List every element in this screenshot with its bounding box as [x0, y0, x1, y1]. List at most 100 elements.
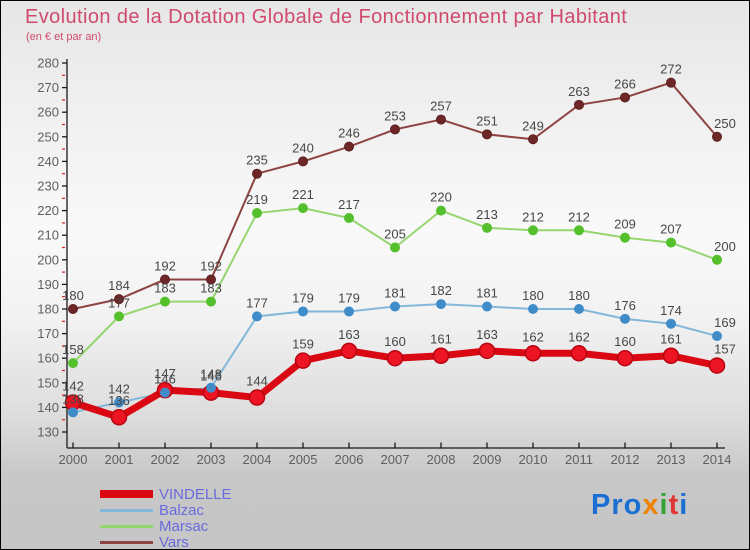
svg-text:246: 246 — [338, 126, 360, 141]
logo-letter: r — [611, 489, 624, 521]
svg-text:181: 181 — [384, 286, 406, 301]
svg-text:160: 160 — [37, 351, 59, 366]
legend-label-marsac: Marsac — [159, 517, 209, 535]
svg-text:200: 200 — [714, 239, 736, 254]
svg-text:2001: 2001 — [105, 452, 134, 467]
logo-letter: t — [668, 489, 680, 521]
svg-text:146: 146 — [200, 369, 222, 384]
svg-text:209: 209 — [614, 217, 636, 232]
svg-text:176: 176 — [614, 298, 636, 313]
svg-text:253: 253 — [384, 108, 406, 123]
legend-label-vars: Vars — [159, 533, 189, 550]
logo-letter: i — [659, 489, 669, 521]
y-axis-ticks: 130 140 150 160 170 180 190 200 210 220 230 240 250 2… — [37, 56, 67, 440]
series-dots-balzac — [68, 299, 722, 418]
svg-text:266: 266 — [614, 76, 636, 91]
svg-text:180: 180 — [62, 288, 84, 303]
legend-label-vindelle: VINDELLE — [159, 485, 232, 503]
svg-text:136: 136 — [108, 393, 130, 408]
series-dots-marsac — [68, 203, 722, 369]
svg-text:161: 161 — [660, 332, 682, 347]
svg-text:2005: 2005 — [289, 452, 318, 467]
chart-subtitle: (en € et par an) — [26, 31, 102, 43]
proxiti-logo: Proxiti — [591, 489, 688, 522]
svg-text:2008: 2008 — [427, 452, 456, 467]
svg-text:177: 177 — [246, 295, 268, 310]
svg-text:2006: 2006 — [335, 452, 364, 467]
svg-text:263: 263 — [568, 84, 590, 99]
legend-item-vindelle: VINDELLE — [100, 486, 232, 502]
svg-text:217: 217 — [338, 197, 360, 212]
legend: VINDELLE Balzac Marsac Vars — [100, 486, 232, 550]
svg-text:180: 180 — [568, 288, 590, 303]
svg-text:213: 213 — [476, 207, 498, 222]
svg-text:144: 144 — [246, 374, 268, 389]
svg-text:2012: 2012 — [611, 452, 640, 467]
svg-text:179: 179 — [292, 290, 314, 305]
legend-item-vars: Vars — [100, 533, 232, 550]
logo-letter: o — [623, 489, 643, 521]
svg-text:240: 240 — [37, 154, 59, 169]
svg-text:2004: 2004 — [243, 452, 272, 467]
svg-text:250: 250 — [37, 129, 59, 144]
series-dots-vindelle — [64, 342, 726, 426]
svg-text:170: 170 — [37, 326, 59, 341]
legend-item-marsac: Marsac — [100, 518, 232, 534]
svg-text:2002: 2002 — [151, 452, 180, 467]
point-labels-marsac: 158 177 183 183 219 221 217 205 220 213 212 212 209 2… — [62, 187, 736, 357]
svg-text:142: 142 — [62, 378, 84, 393]
svg-text:249: 249 — [522, 118, 544, 133]
svg-text:280: 280 — [37, 56, 59, 71]
svg-text:270: 270 — [37, 80, 59, 95]
svg-text:235: 235 — [246, 153, 268, 168]
svg-text:2009: 2009 — [473, 452, 502, 467]
svg-text:160: 160 — [614, 334, 636, 349]
svg-text:161: 161 — [430, 332, 452, 347]
legend-swatch-vars — [100, 540, 153, 544]
legend-label-balzac: Balzac — [159, 501, 205, 519]
svg-text:272: 272 — [660, 62, 682, 77]
svg-text:207: 207 — [660, 222, 682, 237]
svg-text:2000: 2000 — [59, 452, 88, 467]
svg-text:2013: 2013 — [657, 452, 686, 467]
svg-text:2003: 2003 — [197, 452, 226, 467]
svg-text:2014: 2014 — [703, 452, 732, 467]
svg-text:221: 221 — [292, 187, 314, 202]
svg-text:177: 177 — [108, 295, 130, 310]
svg-text:160: 160 — [384, 334, 406, 349]
svg-text:212: 212 — [522, 209, 544, 224]
svg-text:158: 158 — [62, 342, 84, 357]
svg-text:240: 240 — [292, 140, 314, 155]
svg-text:147: 147 — [154, 366, 176, 381]
svg-text:220: 220 — [430, 190, 452, 205]
svg-text:169: 169 — [714, 315, 736, 330]
x-axis-ticks: 2000 2001 2002 2003 2004 2005 2006 2007 2008 2009… — [59, 442, 732, 467]
series-dots-vars — [68, 77, 722, 314]
svg-text:182: 182 — [430, 283, 452, 298]
svg-text:140: 140 — [37, 400, 59, 415]
svg-text:200: 200 — [37, 252, 59, 267]
svg-text:2007: 2007 — [381, 452, 410, 467]
svg-text:180: 180 — [522, 288, 544, 303]
svg-text:142: 142 — [108, 381, 130, 396]
svg-text:183: 183 — [200, 281, 222, 296]
svg-text:162: 162 — [568, 329, 590, 344]
svg-text:210: 210 — [37, 228, 59, 243]
svg-text:250: 250 — [714, 116, 736, 131]
svg-text:212: 212 — [568, 209, 590, 224]
svg-text:157: 157 — [714, 342, 736, 357]
svg-text:148: 148 — [200, 367, 222, 382]
svg-text:230: 230 — [37, 179, 59, 194]
svg-text:183: 183 — [154, 281, 176, 296]
svg-text:138: 138 — [62, 391, 84, 406]
svg-text:260: 260 — [37, 105, 59, 120]
svg-text:179: 179 — [338, 290, 360, 305]
svg-text:174: 174 — [660, 303, 682, 318]
svg-text:181: 181 — [476, 286, 498, 301]
legend-swatch-marsac — [100, 524, 153, 528]
svg-text:192: 192 — [200, 258, 222, 273]
svg-text:220: 220 — [37, 203, 59, 218]
